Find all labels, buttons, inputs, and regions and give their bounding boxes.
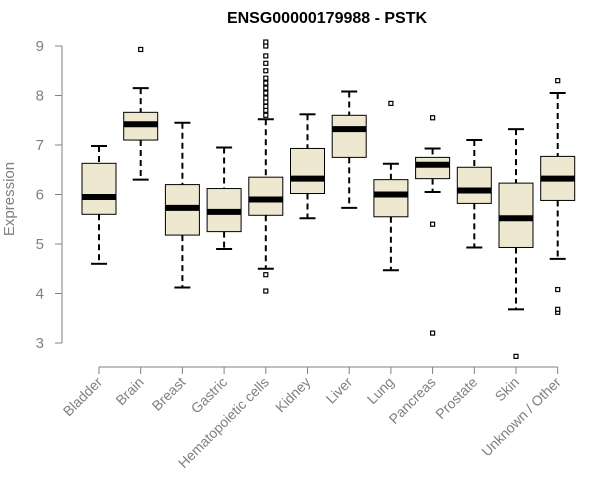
iqr-box xyxy=(456,166,492,204)
x-tick-label: Lung xyxy=(364,374,397,407)
box-kidney xyxy=(290,113,325,220)
chart-title: ENSG00000179988 - PSTK xyxy=(227,10,428,27)
x-tick-label: Kidney xyxy=(272,374,314,416)
box-brain xyxy=(123,46,159,181)
iqr-box xyxy=(373,179,409,218)
iqr-box xyxy=(331,114,367,158)
box-breast xyxy=(164,121,200,289)
box-prostate xyxy=(456,139,492,249)
x-tick-label: Prostate xyxy=(432,374,480,422)
outlier-point xyxy=(555,78,561,84)
box-pancreas xyxy=(415,115,451,336)
outlier-point xyxy=(555,286,561,293)
outlier-point xyxy=(138,46,144,53)
y-tick-label: 9 xyxy=(36,38,44,55)
iqr-box xyxy=(415,156,451,180)
iqr-box xyxy=(81,162,117,215)
outlier-point xyxy=(263,60,269,66)
outlier-point xyxy=(263,80,269,86)
x-tick-label: Unknown / Other xyxy=(478,374,564,460)
outlier-point xyxy=(263,272,269,278)
outlier-point xyxy=(388,100,394,107)
y-axis: 3 4 5 6 7 8 9 xyxy=(36,38,63,352)
outlier-point xyxy=(263,85,269,91)
box-skin xyxy=(498,128,534,359)
y-tick-label: 5 xyxy=(36,236,44,253)
x-tick-label: Bladder xyxy=(60,374,106,420)
iqr-box xyxy=(290,147,325,195)
iqr-box xyxy=(248,176,284,216)
outlier-point xyxy=(263,90,269,96)
box-gastric xyxy=(206,146,242,250)
outlier-point xyxy=(263,75,269,81)
y-tick-label: 3 xyxy=(36,335,44,352)
outlier-point xyxy=(263,53,269,59)
y-tick-label: 8 xyxy=(36,88,44,105)
box-lung xyxy=(373,100,409,272)
outlier-point xyxy=(263,39,269,45)
y-tick-label: 6 xyxy=(36,187,44,204)
x-tick-label: Brain xyxy=(112,374,146,408)
y-tick-label: 7 xyxy=(36,137,44,154)
y-axis-title: Expression xyxy=(1,162,18,236)
outlier-point xyxy=(430,330,436,336)
box-bladder xyxy=(81,144,117,265)
outlier-point xyxy=(263,68,269,74)
outlier-point xyxy=(263,112,269,118)
x-tick-label: Liver xyxy=(323,374,356,407)
outlier-point xyxy=(263,288,269,294)
outlier-point xyxy=(513,353,519,359)
outlier-point xyxy=(263,103,269,109)
box-unknown-other xyxy=(540,78,576,315)
outlier-point xyxy=(263,95,269,101)
outlier-point xyxy=(430,115,436,121)
box-hematopoietic-cells xyxy=(248,39,284,294)
box-liver xyxy=(331,90,367,209)
outlier-point xyxy=(430,221,436,227)
y-tick-label: 4 xyxy=(36,286,44,303)
x-tick-label: Skin xyxy=(492,374,523,405)
outlier-point xyxy=(555,306,561,312)
x-tick-label: Breast xyxy=(149,374,189,414)
boxes-group xyxy=(81,39,576,359)
